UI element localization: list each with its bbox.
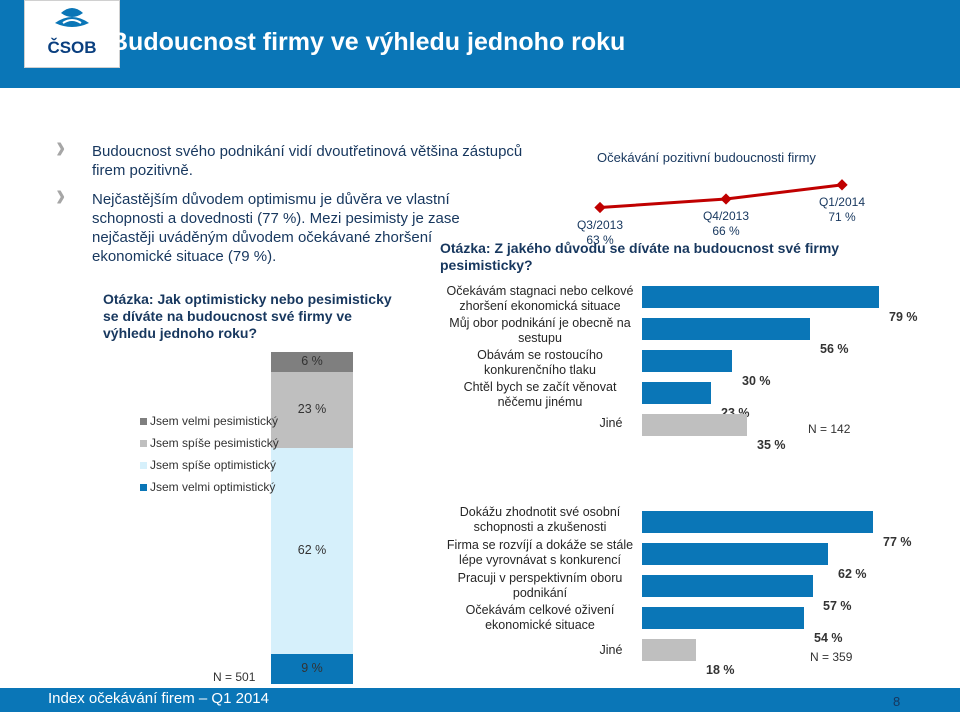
legend-label: Jsem velmi optimistický [150,480,276,494]
trend-point [594,201,606,214]
page-title: Budoucnost firmy ve výhledu jednoho roku [110,28,626,56]
bar-category-label: Firma se rozvíjí a dokáže se stále lépe … [446,538,634,567]
legend-swatch [140,461,147,469]
legend-label: Jsem velmi pesimistický [150,414,279,428]
legend-item: Jsem velmi pesimistický [140,410,279,432]
trend-point [720,193,732,205]
bar [642,318,810,340]
optimism-reasons-chart: Dokážu zhodnotit své osobní schopnosti a… [440,505,960,677]
trend-value: 66 % [712,224,740,238]
chevron-right-icon: › [56,175,66,213]
bar [642,382,711,404]
bar-value-label: 56 % [820,342,849,356]
bullet-1: Budoucnost svého podnikání vidí dvoutřet… [92,143,523,179]
trend-point-label: Q1/2014 71 % [802,195,882,225]
bar-category-label: Obávám se rostoucího konkurenčního tlaku [477,348,603,377]
bar [642,350,732,372]
stacked-segment-label: 23 % [297,402,327,416]
bar-category-label: Můj obor podnikání je obecně na sestupu [449,316,631,345]
bar-value-label: 18 % [706,663,735,677]
bullet-2: Nejčastějším důvodem optimismu je důvěra… [92,191,460,265]
bar-category-label: Jiné [599,643,623,657]
n-label-stacked: N = 501 [213,670,256,684]
bar-value-label: 57 % [823,599,852,613]
bar [642,511,873,533]
bar-value-label: 30 % [742,374,771,388]
bar-value-label: 79 % [889,310,918,324]
trend-chart [594,179,848,214]
stacked-segment: 6 % [271,352,353,372]
legend-item: Jsem spíše pesimistický [140,432,279,454]
legend-label: Jsem spíše pesimistický [150,436,279,450]
logo-mark: ČSOB [47,8,97,57]
bar-category-label: Chtěl bych se začít věnovat něčemu jiném… [463,380,617,409]
legend-swatch [140,483,147,491]
bar [642,543,828,565]
n-label-pessimism: N = 142 [808,422,851,436]
bar [642,639,696,661]
bar [642,607,804,629]
trend-category: Q1/2014 [818,194,866,209]
legend-swatch [140,417,147,425]
trend-point-label: Q3/2013 63 % [560,218,640,248]
bar-category-label: Jiné [599,416,623,430]
bar-category-label: Dokážu zhodnotit své osobní schopnosti a… [459,505,621,534]
trend-point [836,179,848,191]
n-label-optimism: N = 359 [810,650,853,664]
bar-value-label: 62 % [838,567,867,581]
legend-item: Jsem spíše optimistický [140,454,279,476]
trend-category: Q3/2013 [576,217,624,232]
trend-value: 63 % [586,232,614,247]
bar [642,575,813,597]
bar-value-label: 77 % [883,535,912,549]
trend-value: 71 % [828,209,856,224]
page-number: 8 [893,694,901,709]
stacked-segment: 9 % [271,654,353,684]
stacked-segment-label: 62 % [297,543,327,557]
trend-category: Q4/2013 [702,209,750,223]
trend-point-label: Q4/2013 66 % [686,209,766,239]
bar-value-label: 35 % [757,438,786,452]
bar-value-label: 54 % [814,631,843,645]
stacked-segment: 23 % [271,372,353,448]
stacked-question: Otázka: Jak optimisticky nebo pesimistic… [103,291,392,341]
stacked-segment: 62 % [271,448,353,654]
bar-category-label: Pracuji v perspektivním oboru podnikání [457,571,623,600]
trend-chart-title: Očekávání pozitivní budoucnosti firmy [597,150,816,165]
bar [642,286,879,308]
legend-item: Jsem velmi optimistický [140,476,279,498]
bar-category-label: Očekávám celkové oživení ekonomické situ… [465,603,615,632]
footer-text: Index očekávání firem – Q1 2014 [48,690,269,707]
header-bar [0,0,960,88]
pessimism-question: Otázka: Z jakého důvodu se díváte na bud… [440,240,840,273]
footer-bar [0,688,960,712]
legend-swatch [140,439,147,447]
csob-logo: ČSOB [24,0,120,68]
stacked-segment-label: 9 % [301,661,323,675]
bar-category-label: Očekávám stagnaci nebo celkové zhoršení … [446,284,634,313]
stacked-legend: Jsem velmi pesimistický Jsem spíše pesimi… [140,410,279,498]
chevron-right-icon: › [56,127,66,165]
bar [642,414,747,436]
legend-label: Jsem spíše optimistický [150,458,277,472]
pessimism-reasons-chart: Očekávám stagnaci nebo celkové zhoršení … [440,280,960,452]
stacked-bar: 6 % 23 % 62 % 9 % [271,352,353,684]
logo-text: ČSOB [47,38,96,57]
stacked-segment-label: 6 % [301,354,323,368]
